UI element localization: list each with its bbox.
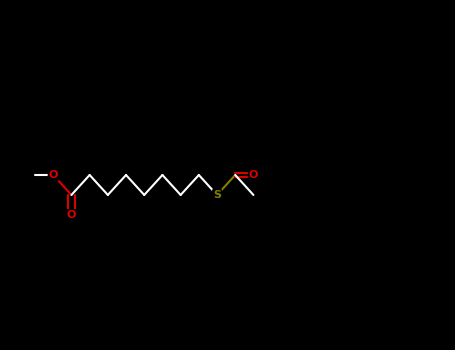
Text: O: O xyxy=(49,170,58,180)
Text: O: O xyxy=(67,210,76,220)
Text: O: O xyxy=(249,170,258,180)
Text: S: S xyxy=(213,190,221,200)
